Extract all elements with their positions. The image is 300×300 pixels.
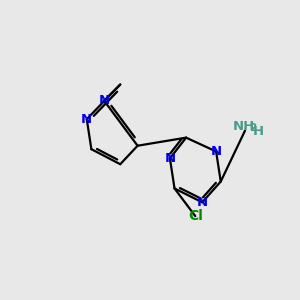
Text: N: N <box>211 145 222 158</box>
Text: Cl: Cl <box>188 209 203 223</box>
Text: 2: 2 <box>249 123 256 134</box>
Text: N: N <box>81 113 92 126</box>
Text: N: N <box>98 94 110 107</box>
Text: NH: NH <box>233 120 255 133</box>
Text: N: N <box>164 152 175 165</box>
Text: H: H <box>253 125 264 138</box>
Text: N: N <box>197 196 208 209</box>
